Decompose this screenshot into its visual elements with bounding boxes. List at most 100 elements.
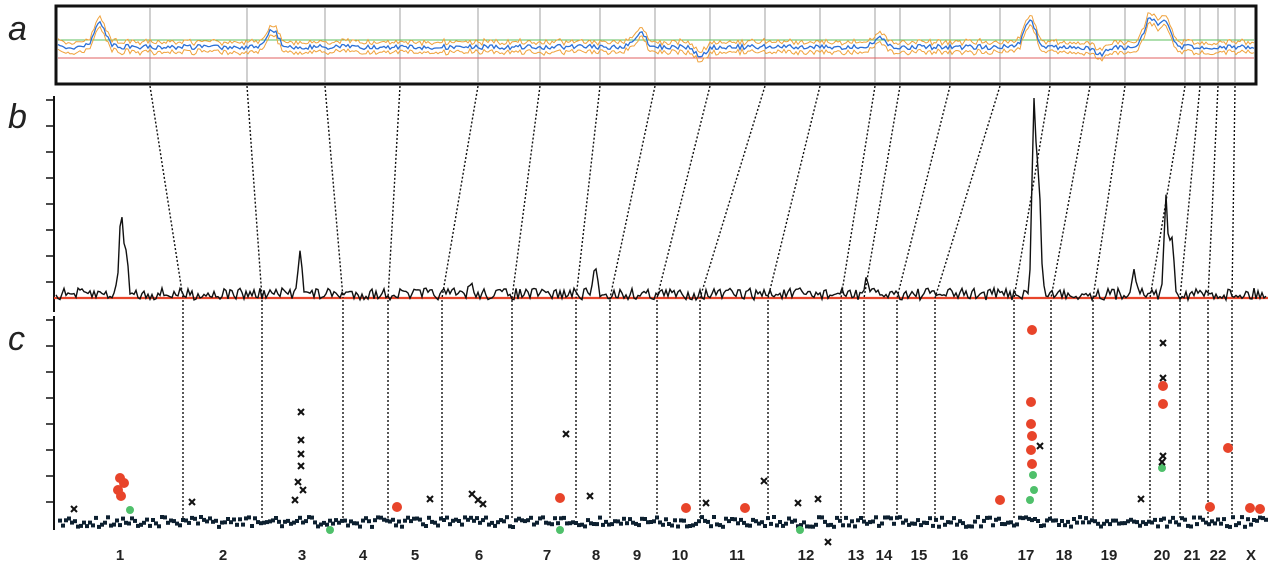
panel-c-band-marker	[757, 521, 761, 526]
panel-c-band-marker	[1192, 515, 1196, 520]
panel-c-band-marker	[631, 520, 635, 525]
panel-c-band-marker	[337, 520, 341, 525]
panel-c-band-marker	[1171, 515, 1175, 520]
panel-c-band-marker	[196, 521, 200, 526]
panel-c-band-marker	[559, 516, 563, 521]
panel-letter-c: c	[8, 320, 25, 358]
panel-c-band-marker	[430, 519, 434, 524]
panel-c-band-marker	[91, 523, 95, 528]
panel-c-band-marker	[727, 519, 731, 524]
panel-c-band-marker	[697, 519, 701, 524]
panel-c-band-marker	[499, 518, 503, 523]
panel-c-band-marker	[1183, 517, 1187, 522]
panel-c-band-marker	[148, 523, 152, 528]
panel-c-cross-marker	[294, 478, 302, 486]
chrom-label-5: 5	[411, 547, 419, 564]
panel-c-band-marker	[250, 524, 254, 528]
panel-c-band-marker	[604, 519, 608, 524]
panel-c-band-marker	[955, 522, 959, 527]
connector-a-b	[934, 85, 1001, 299]
panel-c-band-marker	[472, 518, 476, 523]
panel-c-band-marker	[457, 519, 461, 523]
panel-c-band-marker	[409, 519, 413, 524]
panel-c-red-marker	[1223, 443, 1233, 453]
panel-c-band-marker	[643, 517, 647, 521]
panel-c-band-marker	[1069, 524, 1073, 529]
panel-c-band-marker	[859, 516, 863, 520]
panel-letter-a: a	[8, 10, 27, 48]
chrom-label-9: 9	[633, 547, 641, 564]
panel-c-band-marker	[949, 520, 953, 525]
panel-c-band-marker	[763, 524, 767, 528]
panel-c-band-marker	[799, 523, 803, 528]
panel-c-cross-marker	[479, 500, 487, 508]
panel-c-band-marker	[826, 523, 830, 528]
panel-c-band-marker	[751, 517, 755, 522]
panel-c-band-marker	[934, 517, 938, 522]
panel-c-band-marker	[991, 523, 995, 528]
panel-c-band-marker	[466, 517, 470, 522]
panel-c-band-marker	[211, 519, 215, 524]
chrom-label-1: 1	[116, 547, 124, 564]
panel-c-band-marker	[970, 524, 974, 529]
panel-c-band-marker	[796, 524, 800, 529]
panel-c-band-marker	[736, 521, 740, 526]
panel-c-band-marker	[1081, 520, 1085, 525]
connector-a-b	[149, 85, 184, 299]
panel-c-band-marker	[1087, 520, 1091, 525]
panel-c-band-marker	[64, 518, 68, 523]
panel-c-band-marker	[370, 524, 374, 529]
panel-c-band-marker	[1051, 518, 1055, 523]
panel-c-band-marker	[304, 519, 308, 524]
panel-c-band-marker	[406, 515, 410, 520]
panel-c-band-marker	[265, 520, 269, 525]
panel-c-band-marker	[745, 523, 749, 528]
panel-c-band-marker	[772, 515, 776, 519]
panel-c-band-marker	[814, 522, 818, 527]
panel-c-band-marker	[1009, 520, 1013, 525]
panel-c-band-marker	[1090, 518, 1094, 523]
panel-c-band-marker	[292, 520, 296, 525]
panel-c-band-marker	[463, 515, 467, 520]
panel-c-band-marker	[913, 521, 917, 526]
panel-c-band-marker	[685, 524, 689, 529]
connector-a-b	[1149, 85, 1186, 299]
panel-c-band-marker	[577, 523, 581, 528]
panel-c-band-marker	[259, 521, 263, 526]
panel-c-band-marker	[1078, 515, 1082, 520]
panel-c-red-marker	[740, 503, 750, 513]
panel-c-band-marker	[946, 520, 950, 525]
chrom-label-x: X	[1246, 547, 1256, 564]
panel-c-band-marker	[118, 523, 122, 528]
panel-c-band-marker	[1201, 517, 1205, 522]
panel-c-band-marker	[1129, 517, 1133, 522]
panel-c-red-marker	[1205, 502, 1215, 512]
panel-c-band-marker	[517, 516, 521, 521]
panel-c-band-marker	[181, 518, 185, 522]
panel-c-band-marker	[904, 518, 908, 523]
panel-c-band-marker	[289, 521, 293, 526]
panel-c-band-marker	[550, 522, 554, 527]
panel-c-band-marker	[829, 522, 833, 527]
panel-c-band-marker	[634, 521, 638, 526]
panel-c-band-marker	[439, 516, 443, 521]
panel-c-red-marker	[995, 495, 1005, 505]
panel-c-band-marker	[967, 524, 971, 529]
chrom-label-18: 18	[1056, 547, 1073, 564]
panel-c-band-marker	[1177, 522, 1181, 527]
connector-a-b	[840, 85, 876, 299]
panel-c-band-marker	[784, 521, 788, 526]
panel-c-band-marker	[976, 515, 980, 520]
panel-c-band-marker	[547, 521, 551, 526]
panel-c-band-marker	[502, 519, 506, 524]
panel-c-green-marker	[1026, 496, 1034, 504]
chrom-label-20: 20	[1154, 547, 1171, 564]
panel-c-band-marker	[205, 519, 209, 524]
panel-c-band-marker	[214, 518, 218, 523]
panel-c-red-marker	[1027, 459, 1037, 469]
connector-a-b	[1207, 85, 1219, 299]
chrom-label-3: 3	[298, 547, 306, 564]
panel-c-band-marker	[61, 523, 65, 528]
panel-c-band-marker	[730, 517, 734, 521]
panel-c-band-marker	[220, 520, 224, 525]
